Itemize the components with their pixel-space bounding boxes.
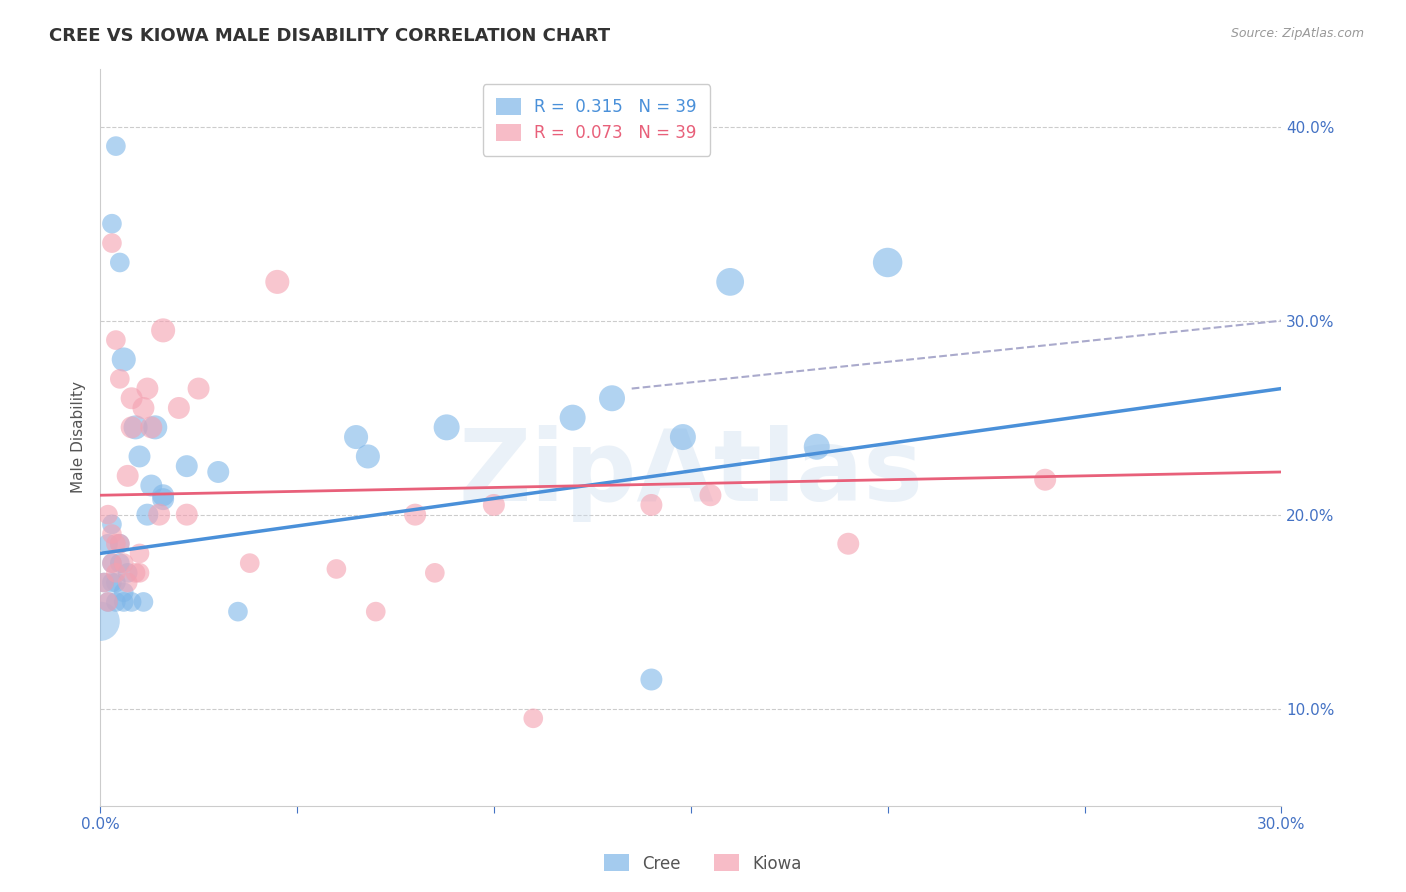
Point [239, 556, 262, 570]
Point [561, 410, 583, 425]
Point [132, 401, 155, 415]
Point [124, 420, 146, 434]
Point [101, 517, 124, 532]
Point [89, 615, 111, 629]
Point [97, 595, 120, 609]
Text: CREE VS KIOWA MALE DISABILITY CORRELATION CHART: CREE VS KIOWA MALE DISABILITY CORRELATIO… [49, 27, 610, 45]
Text: Source: ZipAtlas.com: Source: ZipAtlas.com [1230, 27, 1364, 40]
Point [152, 488, 174, 502]
Point [132, 595, 155, 609]
Point [117, 575, 139, 590]
Point [108, 255, 131, 269]
Point [112, 585, 135, 599]
Point [104, 139, 127, 153]
Legend: Cree, Kiowa: Cree, Kiowa [598, 847, 808, 880]
Point [128, 546, 150, 560]
Point [136, 508, 159, 522]
Point [117, 468, 139, 483]
Point [104, 333, 127, 347]
Point [101, 527, 124, 541]
Point [112, 352, 135, 367]
Point [108, 537, 131, 551]
Point [482, 498, 505, 512]
Point [112, 556, 135, 570]
Point [97, 508, 120, 522]
Point [152, 492, 174, 507]
Point [600, 391, 623, 405]
Point [837, 537, 859, 551]
Point [640, 673, 662, 687]
Point [143, 420, 166, 434]
Legend: R =  0.315   N = 39, R =  0.073   N = 39: R = 0.315 N = 39, R = 0.073 N = 39 [482, 84, 710, 155]
Point [101, 556, 124, 570]
Y-axis label: Male Disability: Male Disability [72, 381, 86, 493]
Point [121, 391, 143, 405]
Point [344, 430, 367, 444]
Point [141, 420, 163, 434]
Point [104, 575, 127, 590]
Point [167, 401, 190, 415]
Point [93, 575, 115, 590]
Point [93, 575, 115, 590]
Point [187, 382, 209, 396]
Point [104, 595, 127, 609]
Text: ZipAtlas: ZipAtlas [458, 425, 924, 523]
Point [97, 595, 120, 609]
Point [136, 382, 159, 396]
Point [640, 498, 662, 512]
Point [101, 575, 124, 590]
Point [101, 556, 124, 570]
Point [117, 566, 139, 580]
Point [108, 537, 131, 551]
Point [226, 605, 249, 619]
Point [207, 465, 229, 479]
Point [404, 508, 426, 522]
Point [124, 566, 146, 580]
Point [112, 595, 135, 609]
Point [672, 430, 695, 444]
Point [176, 459, 198, 474]
Point [121, 595, 143, 609]
Point [152, 323, 174, 337]
Point [266, 275, 288, 289]
Point [121, 420, 143, 434]
Point [876, 255, 898, 269]
Point [104, 537, 127, 551]
Point [699, 488, 721, 502]
Point [97, 537, 120, 551]
Point [423, 566, 446, 580]
Point [101, 217, 124, 231]
Point [806, 440, 828, 454]
Point [108, 372, 131, 386]
Point [128, 566, 150, 580]
Point [436, 420, 458, 434]
Point [108, 556, 131, 570]
Point [176, 508, 198, 522]
Point [1033, 473, 1056, 487]
Point [357, 450, 380, 464]
Point [141, 478, 163, 492]
Point [364, 605, 387, 619]
Point [148, 508, 170, 522]
Point [522, 711, 544, 725]
Point [718, 275, 741, 289]
Point [101, 236, 124, 251]
Point [104, 566, 127, 580]
Point [128, 450, 150, 464]
Point [325, 562, 347, 576]
